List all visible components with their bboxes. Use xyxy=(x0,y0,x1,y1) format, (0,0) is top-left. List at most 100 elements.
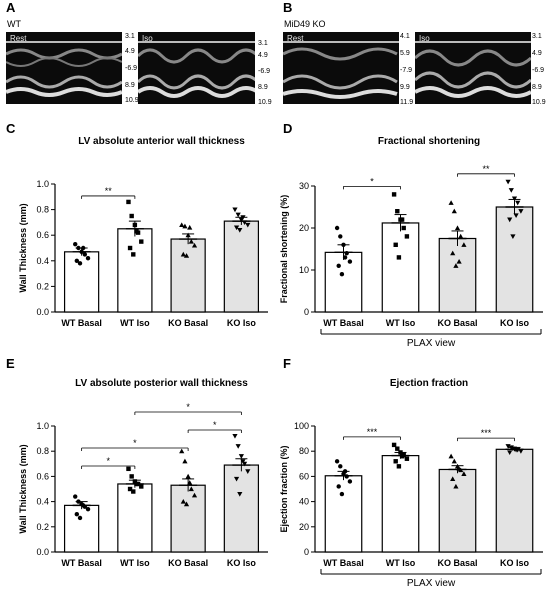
x-tick-label: KO Basal xyxy=(168,558,208,568)
data-point xyxy=(448,453,454,459)
data-point xyxy=(339,491,345,497)
chart-title: Ejection fraction xyxy=(390,378,468,389)
data-point xyxy=(347,479,353,484)
data-point xyxy=(233,476,240,482)
y-tick-label: 0.8 xyxy=(36,205,49,215)
data-point xyxy=(81,503,86,508)
group-label: PLAX view xyxy=(407,578,456,589)
y-tick-label: 0.4 xyxy=(36,256,49,266)
x-tick-label: KO Iso xyxy=(227,318,257,328)
bar xyxy=(63,251,100,313)
y-tick-label: 0.6 xyxy=(36,230,49,240)
data-point xyxy=(180,499,186,504)
data-point xyxy=(233,225,240,231)
x-tick-label: WT Basal xyxy=(61,318,102,328)
data-point xyxy=(185,232,191,238)
data-point xyxy=(74,512,80,517)
y-tick-label: 0 xyxy=(304,547,309,557)
data-point xyxy=(182,458,188,464)
data-point xyxy=(461,471,467,476)
data-point xyxy=(237,228,243,233)
data-point xyxy=(341,242,346,247)
y-axis-label: Fractional shortening (%) xyxy=(279,195,289,304)
data-point xyxy=(508,188,514,193)
y-tick-label: 0.8 xyxy=(36,446,49,456)
data-point xyxy=(338,234,343,239)
data-point xyxy=(232,207,238,213)
x-tick-label: WT Basal xyxy=(323,318,364,328)
y-axis-label: Wall Thickness (mm) xyxy=(18,203,28,292)
chart-panel-c: LV absolute anterior wall thickness 0.0 0.… xyxy=(18,136,268,328)
x-tick-label: WT Basal xyxy=(323,558,364,568)
panel-a-label: A xyxy=(6,0,16,15)
chart-panel-f: Ejection fraction 0 20 40 60 80 100 Ejection fr… xyxy=(279,378,543,589)
data-point xyxy=(344,474,349,479)
chart-title: LV absolute anterior wall thickness xyxy=(78,136,245,147)
bar xyxy=(495,448,534,553)
data-point xyxy=(334,225,340,231)
data-point xyxy=(338,464,343,469)
data-point xyxy=(82,252,88,257)
y-tick-label: 1.0 xyxy=(36,179,49,189)
data-point xyxy=(505,444,511,449)
y-tick-label: 100 xyxy=(294,421,309,431)
x-tick-label: KO Iso xyxy=(500,558,530,568)
data-point xyxy=(518,449,524,454)
data-point xyxy=(511,196,518,202)
bar xyxy=(117,483,153,553)
data-point xyxy=(453,263,459,268)
data-point xyxy=(456,259,462,264)
echo-image-ko-rest: Rest xyxy=(283,32,399,104)
data-point xyxy=(235,444,241,449)
data-point xyxy=(518,209,524,214)
x-tick-label: WT Iso xyxy=(120,318,150,328)
data-point xyxy=(127,245,133,251)
data-point xyxy=(513,447,519,453)
chart-panel-d: Fractional shortening 0 10 20 30 Fractional s… xyxy=(279,136,543,349)
data-point xyxy=(180,251,186,257)
data-point xyxy=(126,466,131,472)
stage-label: Rest xyxy=(10,34,27,43)
stage-label: Iso xyxy=(419,34,430,43)
data-point xyxy=(450,250,456,256)
significance-label: ** xyxy=(482,164,490,174)
data-point xyxy=(183,253,190,258)
data-point xyxy=(391,192,397,197)
data-point xyxy=(191,242,198,248)
data-point xyxy=(342,469,348,474)
data-point xyxy=(450,476,456,481)
data-point xyxy=(336,263,341,268)
data-point xyxy=(131,489,136,494)
bar xyxy=(63,504,100,553)
data-point xyxy=(188,486,194,492)
mmode-trace xyxy=(415,41,531,98)
y-tick-label: 10 xyxy=(299,265,309,275)
group-label: PLAX view xyxy=(407,338,456,349)
x-tick-label: KO Iso xyxy=(227,558,257,568)
y-axis-label: Ejection fraction (%) xyxy=(279,445,289,532)
data-point xyxy=(399,217,405,222)
echo-image-wt-rest: Rest xyxy=(6,32,122,104)
data-point xyxy=(344,251,349,256)
data-point xyxy=(404,234,410,239)
data-point xyxy=(182,223,188,229)
y-tick-label: 0.6 xyxy=(36,471,49,481)
data-point xyxy=(347,259,353,264)
depth-scale: 3.1 4.9 -6.9 8.9 10.9 xyxy=(532,33,546,106)
y-tick-label: 0 xyxy=(304,307,309,317)
mmode-trace xyxy=(138,41,255,98)
mmode-trace xyxy=(6,41,122,97)
y-tick-label: 40 xyxy=(299,497,309,507)
data-point xyxy=(398,450,403,455)
data-point xyxy=(240,215,246,220)
data-point xyxy=(76,499,81,504)
data-point xyxy=(73,241,78,247)
x-tick-label: KO Iso xyxy=(500,318,530,328)
y-tick-label: 30 xyxy=(299,181,309,191)
data-point xyxy=(187,480,193,485)
data-point xyxy=(510,234,516,239)
y-tick-label: 1.0 xyxy=(36,421,49,431)
data-point xyxy=(235,212,241,218)
data-point xyxy=(79,249,84,255)
data-point xyxy=(245,469,251,474)
